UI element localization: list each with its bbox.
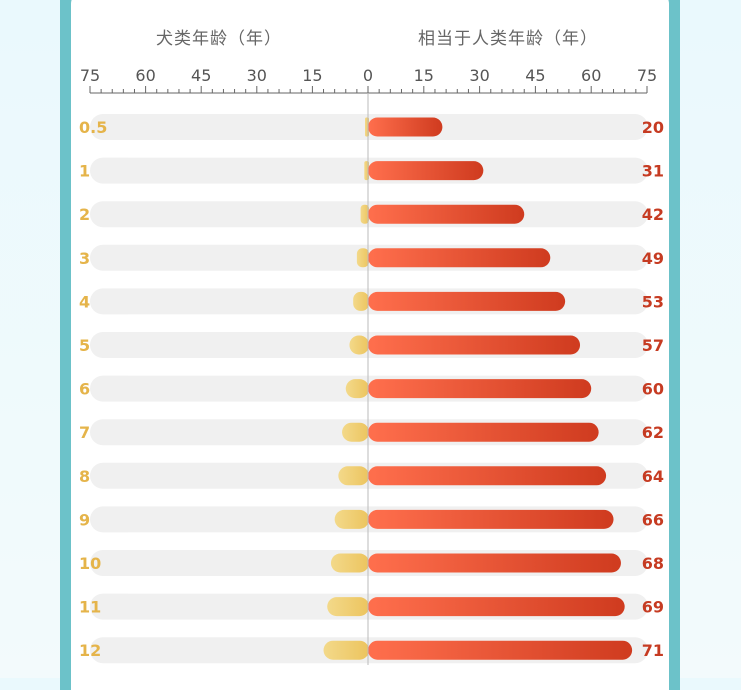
dog-age-bar xyxy=(334,509,369,529)
human-age-label: 53 xyxy=(642,292,664,311)
human-age-bar xyxy=(368,335,581,355)
dog-age-label: 5 xyxy=(79,336,90,355)
human-age-bar xyxy=(368,161,484,181)
axis-tick-label: 45 xyxy=(191,66,211,85)
axis-tick-label: 0 xyxy=(363,66,373,85)
dog-age-bar xyxy=(353,291,369,311)
right-axis-title: 相当于人类年龄（年） xyxy=(418,29,598,49)
chart-row: 1 31 xyxy=(79,157,664,184)
human-age-bar xyxy=(368,466,607,486)
bar-rows: 0.5 20 1 31 2 42 3 49 4 53 5 57 6 60 7 62 8 64 9 66 10 68 11 69… xyxy=(79,114,664,664)
dog-age-bar xyxy=(342,422,369,442)
chart-row: 12 71 xyxy=(79,637,664,664)
dog-age-label: 11 xyxy=(79,598,101,617)
chart-row: 2 42 xyxy=(79,201,664,228)
dog-age-label: 0.5 xyxy=(79,118,107,137)
axis-tick-label: 15 xyxy=(414,66,434,85)
dog-age-label: 12 xyxy=(79,641,101,660)
human-age-label: 42 xyxy=(642,205,664,224)
dog-age-label: 1 xyxy=(79,162,90,181)
human-age-bar xyxy=(368,248,551,268)
axis-tick-label: 60 xyxy=(581,66,601,85)
human-age-bar xyxy=(368,640,633,660)
chart-row: 4 53 xyxy=(79,288,664,315)
dog-age-label: 3 xyxy=(79,249,90,268)
chart-row: 5 57 xyxy=(79,332,664,358)
chart-row: 11 69 xyxy=(79,593,664,620)
human-age-bar xyxy=(368,509,614,529)
human-age-label: 68 xyxy=(642,554,664,573)
human-age-label: 31 xyxy=(642,162,664,181)
dog-age-bar xyxy=(330,553,369,573)
dog-age-bar xyxy=(360,204,369,224)
axis-tick-label: 30 xyxy=(469,66,489,85)
human-age-bar xyxy=(368,117,443,137)
top-axis: 75 60 45 30 15 0 15 30 45 60 75 xyxy=(80,66,657,94)
chart-row: 8 64 xyxy=(79,462,664,489)
dog-age-bar xyxy=(349,335,369,355)
axis-tick-label: 45 xyxy=(525,66,545,85)
dog-age-label: 7 xyxy=(79,423,90,442)
axis-tick-label: 15 xyxy=(302,66,322,85)
dog-age-label: 6 xyxy=(79,380,90,399)
dog-age-bar xyxy=(327,597,369,617)
dog-age-label: 8 xyxy=(79,467,90,486)
human-age-label: 62 xyxy=(642,423,664,442)
human-age-bar xyxy=(368,597,625,617)
human-age-label: 66 xyxy=(642,510,664,529)
axis-tick-label: 30 xyxy=(247,66,267,85)
chart-row: 10 68 xyxy=(79,550,664,576)
dog-age-label: 10 xyxy=(79,554,101,573)
dog-age-label: 4 xyxy=(79,292,90,311)
chart-row: 0.5 20 xyxy=(79,114,664,140)
dog-age-label: 2 xyxy=(79,205,90,224)
dog-age-bar xyxy=(345,379,369,399)
dog-age-bar xyxy=(356,248,369,268)
axis-tick-label: 75 xyxy=(637,66,657,85)
chart-row: 6 60 xyxy=(79,375,664,402)
human-age-label: 60 xyxy=(642,380,664,399)
human-age-bar xyxy=(368,291,566,311)
human-age-label: 57 xyxy=(642,336,664,355)
human-age-bar xyxy=(368,422,599,442)
human-age-label: 71 xyxy=(642,641,664,660)
human-age-bar xyxy=(368,553,621,573)
axis-tick-label: 60 xyxy=(135,66,155,85)
human-age-label: 49 xyxy=(642,249,664,268)
axis-tick-label: 75 xyxy=(80,66,100,85)
dog-age-label: 9 xyxy=(79,510,90,529)
human-age-bar xyxy=(368,204,525,224)
dog-age-bar xyxy=(323,640,369,660)
human-age-label: 20 xyxy=(642,118,664,137)
human-age-label: 69 xyxy=(642,598,664,617)
left-axis-title: 犬类年龄（年） xyxy=(156,29,282,49)
chart-row: 7 62 xyxy=(79,419,664,446)
dog-age-bar xyxy=(338,466,369,486)
chart-row: 3 49 xyxy=(79,244,664,271)
human-age-bar xyxy=(368,379,592,399)
chart-row: 9 66 xyxy=(79,506,664,533)
human-age-label: 64 xyxy=(642,467,664,486)
